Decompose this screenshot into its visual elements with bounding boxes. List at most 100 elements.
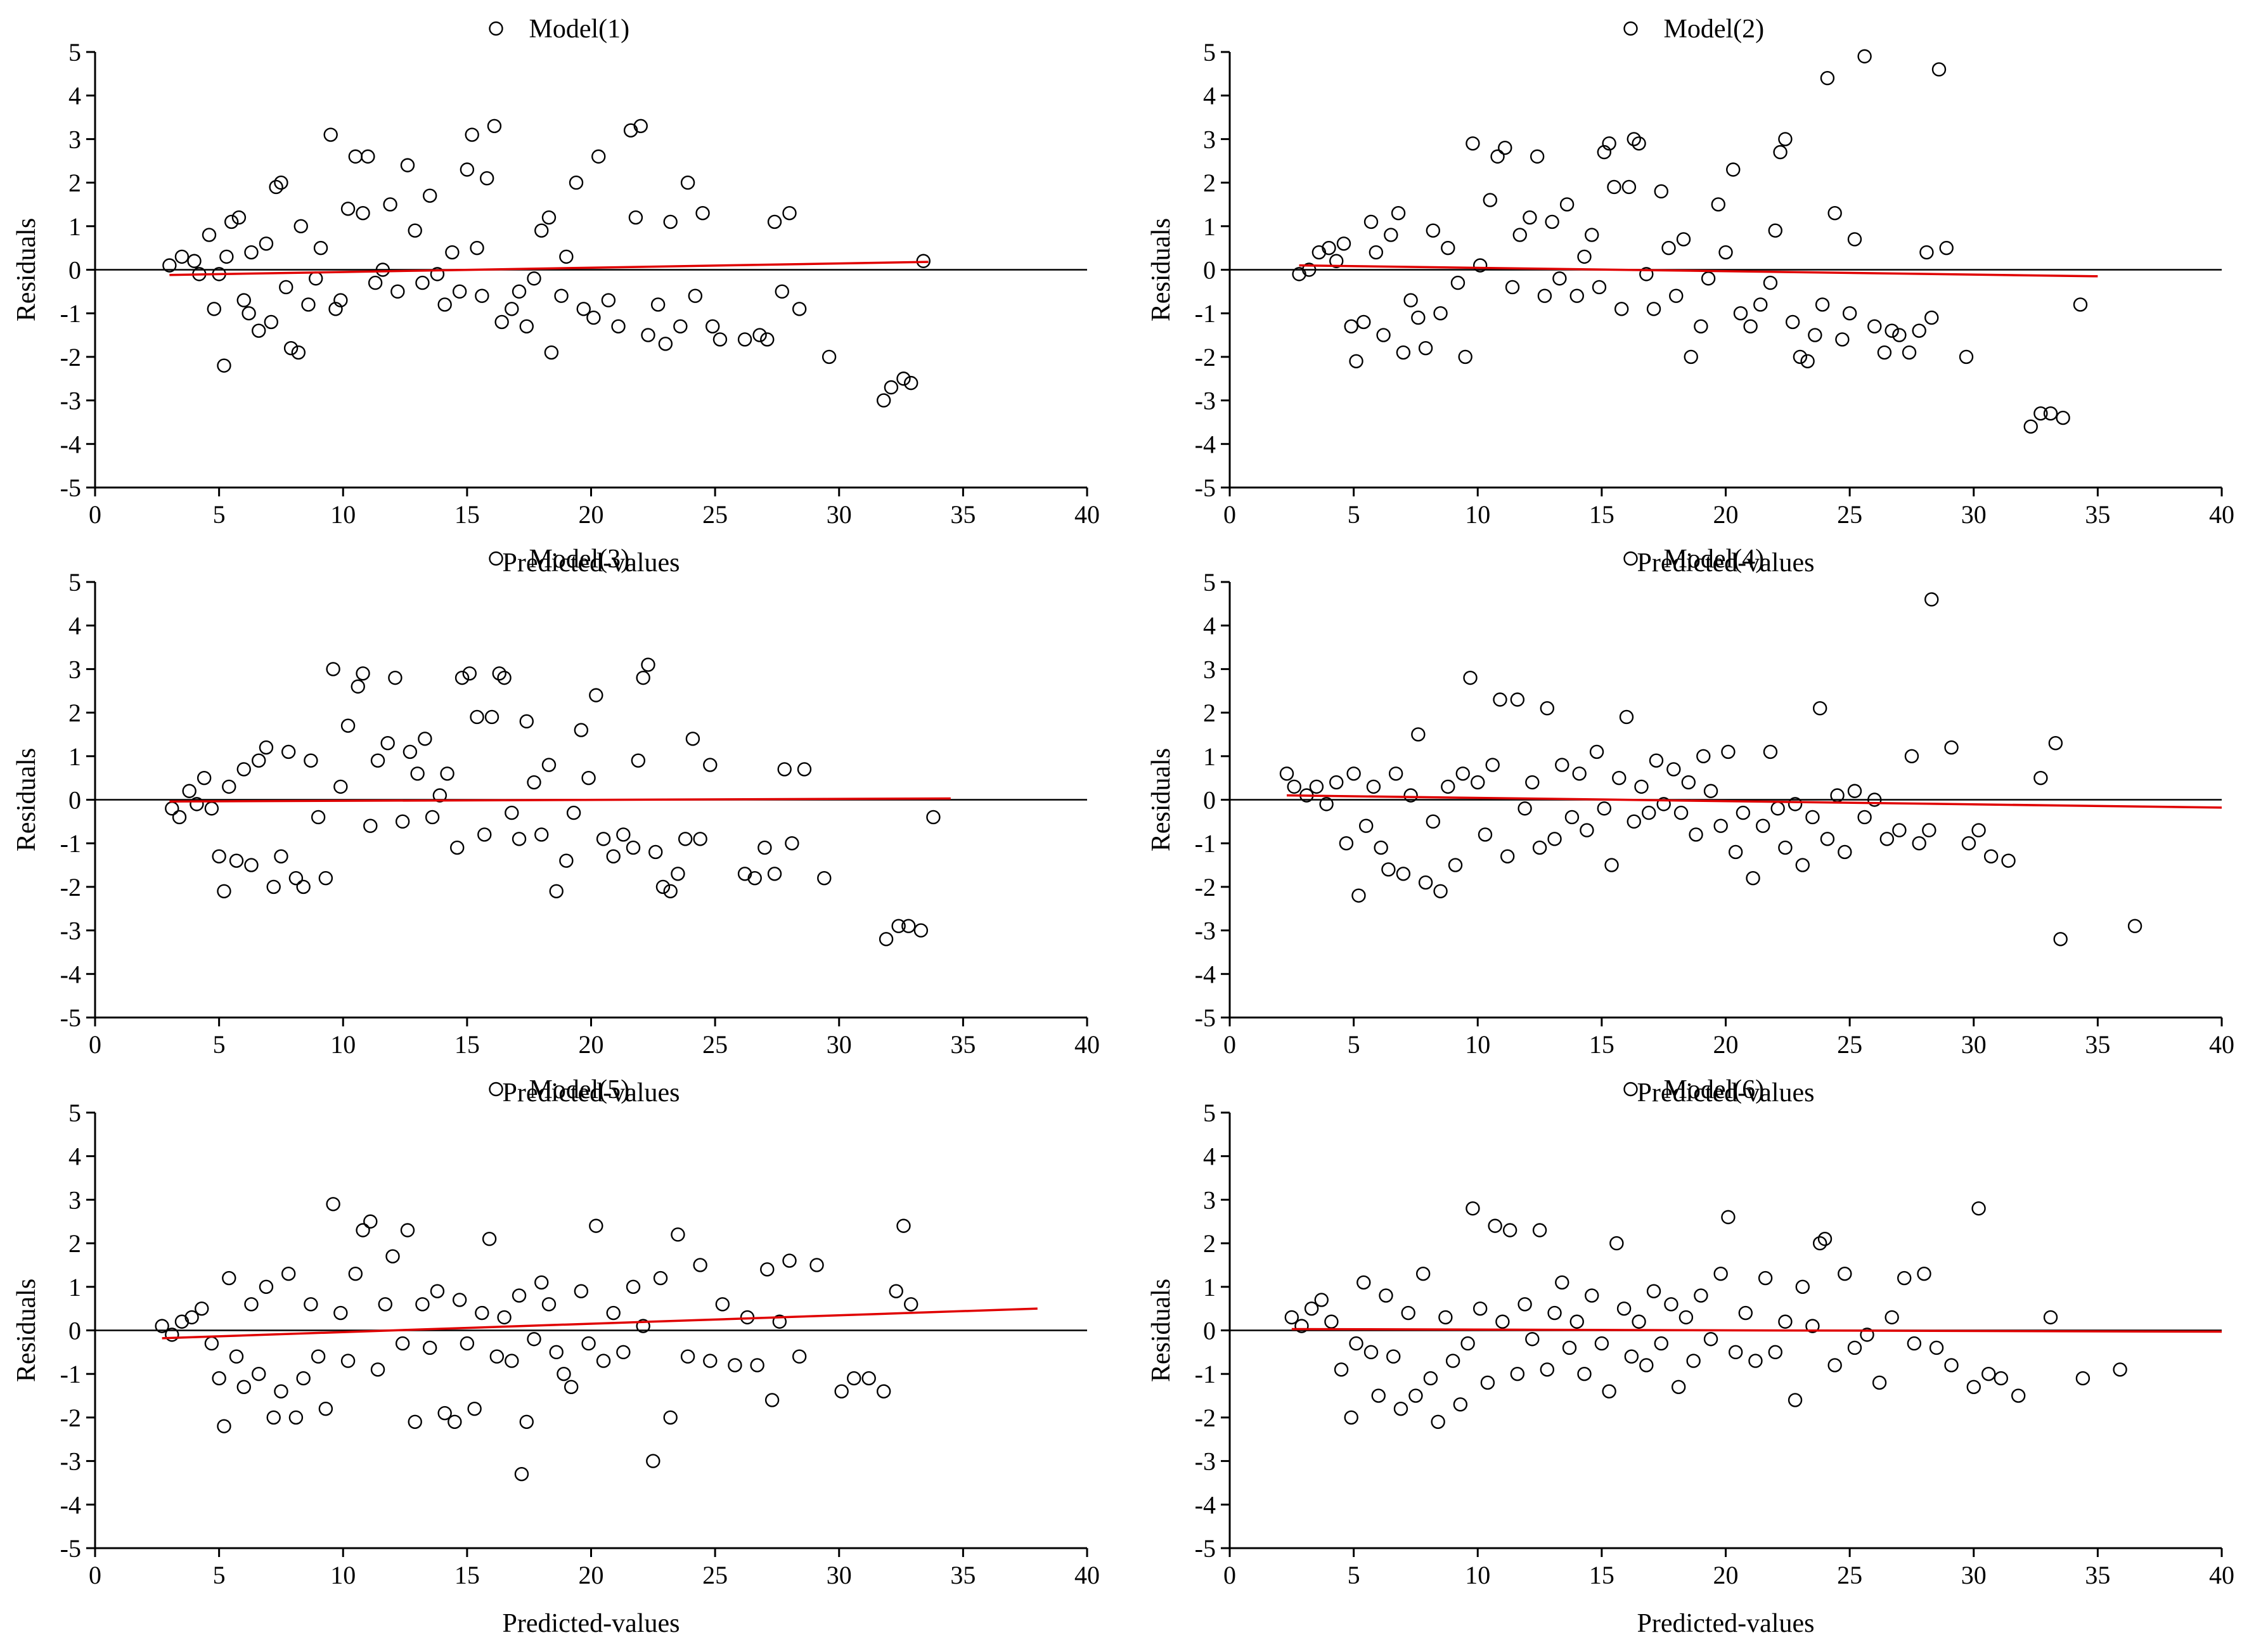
data-point	[1713, 818, 1728, 833]
data-point	[1763, 275, 1778, 290]
data-point	[229, 853, 244, 868]
data-point	[1379, 1288, 1393, 1303]
legend-marker	[1623, 1082, 1638, 1097]
data-point	[1592, 280, 1607, 295]
data-point	[1872, 1375, 1887, 1390]
data-point	[1450, 275, 1466, 290]
data-point	[266, 879, 281, 895]
data-point	[1632, 1314, 1646, 1329]
data-point	[475, 288, 489, 303]
x-tick-label: 30	[827, 1561, 852, 1589]
data-point	[1517, 801, 1532, 816]
x-tick-label: 15	[454, 1561, 480, 1589]
y-tick-label: 2	[1203, 1229, 1216, 1258]
y-tick-label: -5	[60, 1534, 81, 1563]
data-point	[1517, 1297, 1532, 1312]
data-point	[1689, 827, 1703, 842]
data-point	[1877, 345, 1892, 360]
data-point	[1493, 692, 1507, 707]
fit-trend-line	[1286, 794, 2222, 809]
data-point	[1555, 1275, 1569, 1290]
data-point	[1711, 197, 1725, 212]
data-point	[460, 1336, 475, 1351]
data-point	[809, 1258, 824, 1272]
data-point	[1431, 1414, 1445, 1429]
data-point	[1510, 1366, 1525, 1381]
data-point	[1569, 288, 1584, 303]
data-point	[1458, 349, 1472, 365]
x-tick-label: 40	[2209, 1030, 2234, 1059]
x-tick-label: 25	[702, 1030, 728, 1059]
data-point	[782, 205, 797, 221]
data-point	[1820, 832, 1835, 846]
data-point	[477, 827, 492, 842]
data-point	[1736, 805, 1751, 820]
data-point	[408, 223, 422, 238]
data-point	[2048, 735, 2063, 751]
data-point	[440, 766, 454, 781]
data-point	[415, 275, 430, 290]
data-point	[1785, 314, 1800, 330]
data-point	[1827, 1358, 1842, 1373]
data-point	[1770, 801, 1785, 816]
y-tick-label: -3	[1195, 387, 1216, 415]
data-point	[1666, 762, 1681, 777]
data-point	[375, 262, 390, 277]
data-point	[244, 858, 259, 872]
data-point	[1540, 1362, 1555, 1377]
data-point	[296, 879, 311, 895]
x-tick-label: 10	[330, 1030, 356, 1059]
data-point	[1344, 319, 1358, 334]
data-point	[1279, 766, 1294, 781]
x-tick-label: 35	[2085, 1561, 2110, 1589]
data-point	[1572, 766, 1587, 781]
data-point	[2001, 853, 2016, 868]
data-point	[693, 1258, 707, 1272]
data-point	[1713, 1266, 1728, 1281]
y-tick-label: 0	[1203, 786, 1216, 815]
x-tick-label: 5	[213, 1561, 226, 1589]
data-point	[1649, 753, 1664, 768]
y-tick-label: 4	[68, 82, 81, 110]
data-point	[430, 1284, 445, 1298]
x-tick-label: 40	[2209, 1561, 2234, 1589]
legend-marker	[1623, 21, 1638, 36]
data-point	[1418, 875, 1433, 890]
y-axis-label: Residuals	[12, 218, 41, 321]
data-point	[1867, 792, 1882, 807]
data-point	[1827, 205, 1842, 221]
data-point	[422, 1340, 437, 1355]
data-point	[1788, 797, 1803, 811]
chart-panel-4: -5 -4 -3 -2 -1 0 1 2 3 4 5 0 5 10 15 20 25 30 35 40 Predicte…	[1147, 545, 2234, 1108]
data-point	[1857, 810, 1872, 825]
data-point	[1694, 319, 1708, 334]
data-point	[219, 249, 234, 264]
data-point	[1743, 319, 1758, 334]
data-point	[229, 1349, 244, 1364]
data-point	[1768, 223, 1782, 238]
data-point	[356, 666, 370, 681]
data-point	[1669, 288, 1684, 303]
data-point	[1966, 1380, 1981, 1395]
data-point	[750, 1358, 764, 1373]
x-axis-label: Predicted-values	[503, 1609, 680, 1635]
data-point	[655, 879, 671, 895]
data-point	[712, 332, 728, 347]
data-point	[174, 249, 190, 264]
data-point	[340, 718, 356, 733]
data-point	[482, 1232, 497, 1246]
data-point	[363, 818, 378, 833]
data-point	[1525, 1332, 1540, 1347]
data-point	[569, 175, 584, 190]
data-point	[673, 319, 688, 334]
data-point	[244, 245, 259, 260]
data-point	[904, 375, 918, 391]
data-point	[395, 814, 410, 829]
data-point	[680, 1349, 695, 1364]
legend: Model(1)	[489, 15, 629, 44]
data-point	[1396, 867, 1411, 881]
data-point	[467, 1401, 482, 1416]
data-point	[1510, 692, 1525, 707]
data-point	[1485, 758, 1500, 772]
data-point	[1309, 779, 1324, 794]
